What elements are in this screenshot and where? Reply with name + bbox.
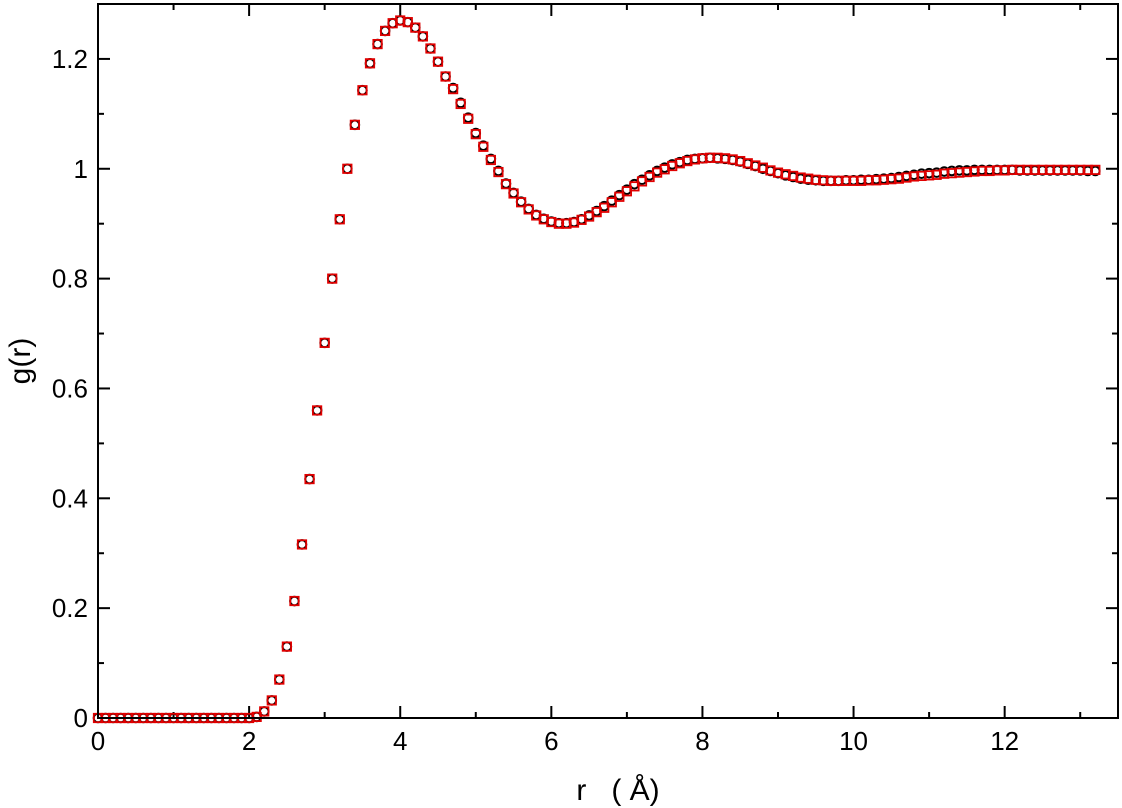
data-point-square: [493, 166, 504, 178]
series-2: [92, 15, 1101, 724]
x-tick-label: 2: [242, 726, 256, 756]
data-point-circle: [349, 119, 361, 131]
x-tick-label: 6: [544, 726, 558, 756]
data-point-square: [259, 706, 270, 717]
data-point-square: [1090, 164, 1101, 175]
data-point-circle: [311, 405, 323, 416]
x-axis-label: r ( Å): [576, 774, 659, 807]
data-point-circle: [425, 43, 436, 54]
data-point-circle: [304, 473, 315, 485]
data-point-circle: [417, 31, 429, 42]
data-point-square: [289, 595, 300, 607]
data-point-square: [478, 141, 489, 152]
y-tick-label: 0.2: [52, 593, 88, 623]
data-point-square: [463, 113, 474, 124]
data-point-square: [342, 163, 353, 174]
data-point-circle: [281, 641, 293, 652]
data-point-square: [417, 31, 428, 42]
x-tick-label: 0: [91, 726, 105, 756]
data-point-square: [410, 22, 421, 33]
series-layer: [92, 15, 1101, 724]
data-point-circle: [372, 38, 383, 50]
y-tick-label: 1: [74, 154, 88, 184]
data-point-square: [432, 56, 444, 67]
x-tick-label: 10: [839, 726, 868, 756]
data-point-square: [380, 25, 391, 37]
data-point-circle: [334, 213, 346, 225]
data-point-square: [440, 71, 451, 82]
data-point-circle: [440, 71, 451, 82]
data-point-circle: [432, 56, 444, 67]
data-point-square: [500, 179, 512, 190]
data-point-square: [455, 98, 466, 110]
data-point-square: [523, 204, 534, 215]
data-point-square: [296, 539, 308, 550]
data-point-circle: [357, 84, 368, 96]
data-point-square: [599, 202, 610, 213]
data-point-square: [327, 273, 338, 284]
data-point-square: [485, 154, 496, 166]
data-point-square: [357, 85, 368, 96]
data-point-circle: [274, 674, 285, 685]
y-tick-label: 0.4: [52, 483, 88, 513]
data-point-circle: [296, 539, 308, 550]
x-tick-label: 8: [695, 726, 709, 756]
data-point-square: [251, 711, 262, 723]
data-point-square: [349, 119, 360, 130]
data-point-square: [470, 129, 481, 140]
axis-tick-labels: 0 2 4 6 8 10 12 0 0.2 0.4 0.6 0.8 1 1.2: [52, 44, 1019, 756]
data-point-square: [266, 695, 277, 706]
data-point-square: [372, 38, 383, 50]
data-point-square: [516, 197, 527, 208]
data-point-square: [425, 43, 436, 54]
y-tick-label: 1.2: [52, 44, 88, 74]
data-point-circle: [342, 163, 353, 175]
data-point-circle: [326, 273, 338, 284]
data-point-square: [606, 197, 617, 208]
data-point-circle: [289, 595, 300, 607]
y-tick-label: 0.6: [52, 373, 88, 403]
data-point-square: [274, 674, 285, 685]
x-tick-label: 12: [990, 726, 1019, 756]
plot-frame: [97, 3, 1119, 719]
axis-ticks: [97, 3, 1118, 719]
data-point-square: [448, 84, 459, 95]
y-tick-label: 0: [74, 703, 88, 733]
data-point-circle: [266, 695, 278, 706]
series-1: [92, 15, 1101, 724]
data-point-square: [319, 337, 330, 348]
data-point-square: [304, 473, 315, 485]
data-point-circle: [364, 58, 376, 69]
data-point-square: [508, 188, 519, 199]
y-tick-label: 0.8: [52, 264, 88, 294]
data-point-square: [334, 214, 345, 225]
x-tick-label: 4: [393, 726, 407, 756]
data-point-circle: [319, 337, 330, 349]
data-point-square: [312, 405, 323, 416]
y-axis-label: g(r): [4, 338, 37, 385]
data-point-square: [402, 17, 413, 28]
data-point-square: [364, 58, 376, 69]
data-point-square: [281, 641, 292, 652]
data-point-square: [614, 191, 625, 202]
